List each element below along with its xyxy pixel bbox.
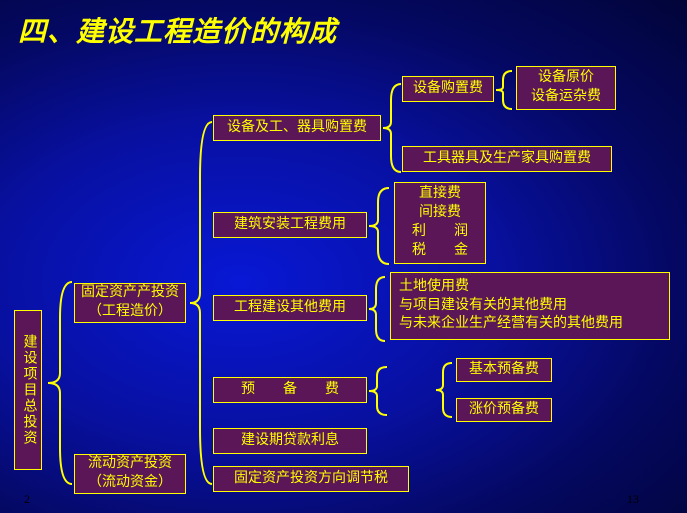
page-number-left: 2 xyxy=(24,492,30,507)
root-node: 建设项目总投资 xyxy=(14,310,42,470)
l3-price-reserve: 涨价预备费 xyxy=(456,398,552,422)
brace-l3a xyxy=(494,68,516,112)
l3-tools: 工具器具及生产家具购置费 xyxy=(402,146,612,172)
brace-l2d-group xyxy=(367,364,391,418)
brace-l2b xyxy=(367,184,393,268)
l3-construction-breakdown: 直接费 间接费 利 润 税 金 xyxy=(394,182,486,264)
l3-equipment-purchase: 设备购置费 xyxy=(402,76,494,102)
slide-title: 四、建设工程造价的构成 xyxy=(18,10,337,50)
l1-fixed-assets: 固定资产产投资 （工程造价） xyxy=(74,283,186,323)
brace-l1a xyxy=(186,118,216,488)
l2-reserve: 预 备 费 xyxy=(213,377,367,403)
l2-construction: 建筑安装工程费用 xyxy=(213,212,367,238)
l4-equipment-price: 设备原价 设备运杂费 xyxy=(516,66,616,110)
brace-root xyxy=(44,278,74,488)
l1-current-assets: 流动资产投资 （流动资金） xyxy=(74,454,186,494)
l2-other-costs: 工程建设其他费用 xyxy=(213,295,367,321)
l3-basic-reserve: 基本预备费 xyxy=(456,358,552,382)
brace-l2c xyxy=(367,273,389,345)
page-number-right: 13 xyxy=(627,492,639,507)
l2-equipment: 设备及工、器具购置费 xyxy=(213,115,381,141)
l2-tax: 固定资产投资方向调节税 xyxy=(213,466,409,492)
brace-l2d xyxy=(434,360,456,420)
l2-loan-interest: 建设期贷款利息 xyxy=(213,428,367,454)
l3-other-breakdown: 土地使用费 与项目建设有关的其他费用 与未来企业生产经营有关的其他费用 xyxy=(390,272,670,340)
